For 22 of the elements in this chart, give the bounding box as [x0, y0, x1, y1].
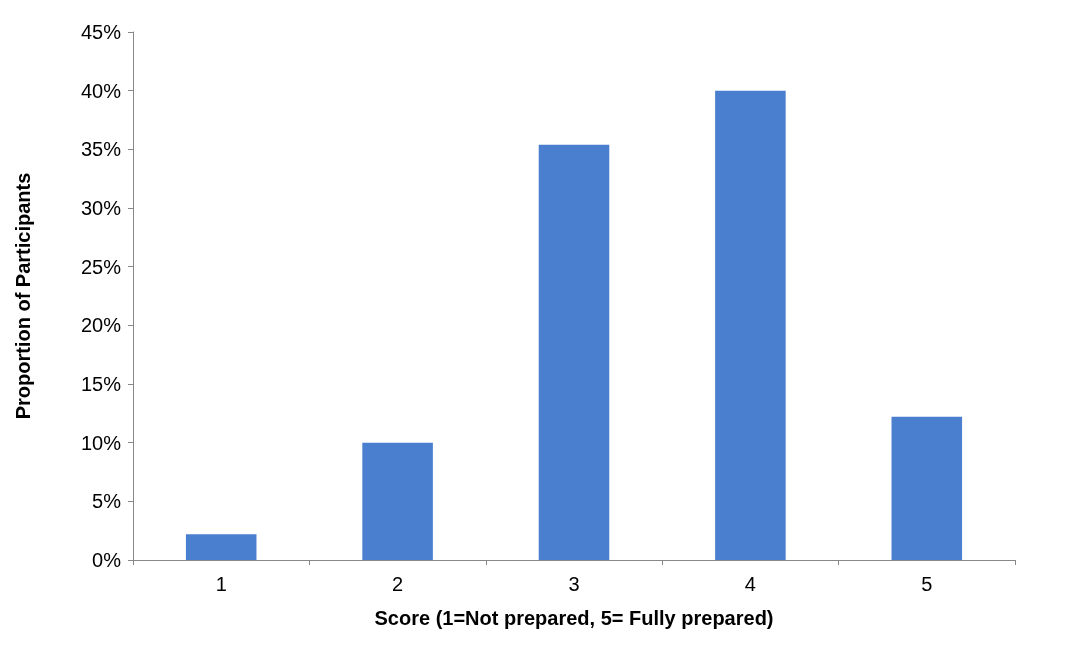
y-tick-label: 35% — [80, 138, 122, 161]
bar — [362, 442, 433, 560]
y-tick-label: 30% — [80, 197, 122, 219]
x-tick-label: 1 — [215, 573, 227, 595]
x-axis-title: Score (1=Not prepared, 5= Fully prepared) — [374, 607, 774, 629]
y-tick-label: 25% — [80, 255, 122, 278]
y-tick-label: 45% — [80, 21, 122, 43]
x-tick-label: 5 — [921, 573, 933, 595]
y-tick-label: 20% — [80, 314, 122, 337]
x-tick-label: 3 — [568, 573, 580, 595]
y-tick-label: 5% — [92, 490, 122, 513]
x-tick-label: 4 — [744, 573, 756, 595]
y-tick-label: 10% — [80, 431, 122, 454]
y-tick-label: 40% — [80, 79, 122, 102]
bar — [891, 416, 963, 560]
y-tick-label: 15% — [80, 373, 122, 395]
y-axis-title: Proportion of Participants — [12, 172, 34, 420]
bar — [715, 90, 786, 560]
y-tick-label: 0% — [92, 549, 122, 571]
bar — [538, 144, 610, 560]
x-tick-label: 2 — [392, 573, 404, 595]
bar — [185, 534, 257, 560]
